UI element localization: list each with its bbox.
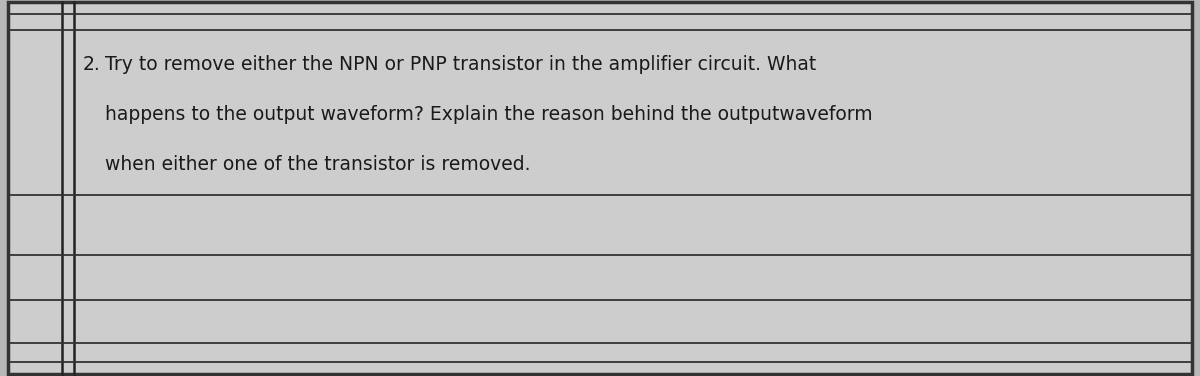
Text: Try to remove either the NPN or PNP transistor in the amplifier circuit. What: Try to remove either the NPN or PNP tran…	[106, 56, 816, 74]
Text: when either one of the transistor is removed.: when either one of the transistor is rem…	[106, 156, 530, 174]
Text: happens to the output waveform? Explain the reason behind the outputwaveform: happens to the output waveform? Explain …	[106, 106, 872, 124]
Text: 2.: 2.	[83, 56, 101, 74]
